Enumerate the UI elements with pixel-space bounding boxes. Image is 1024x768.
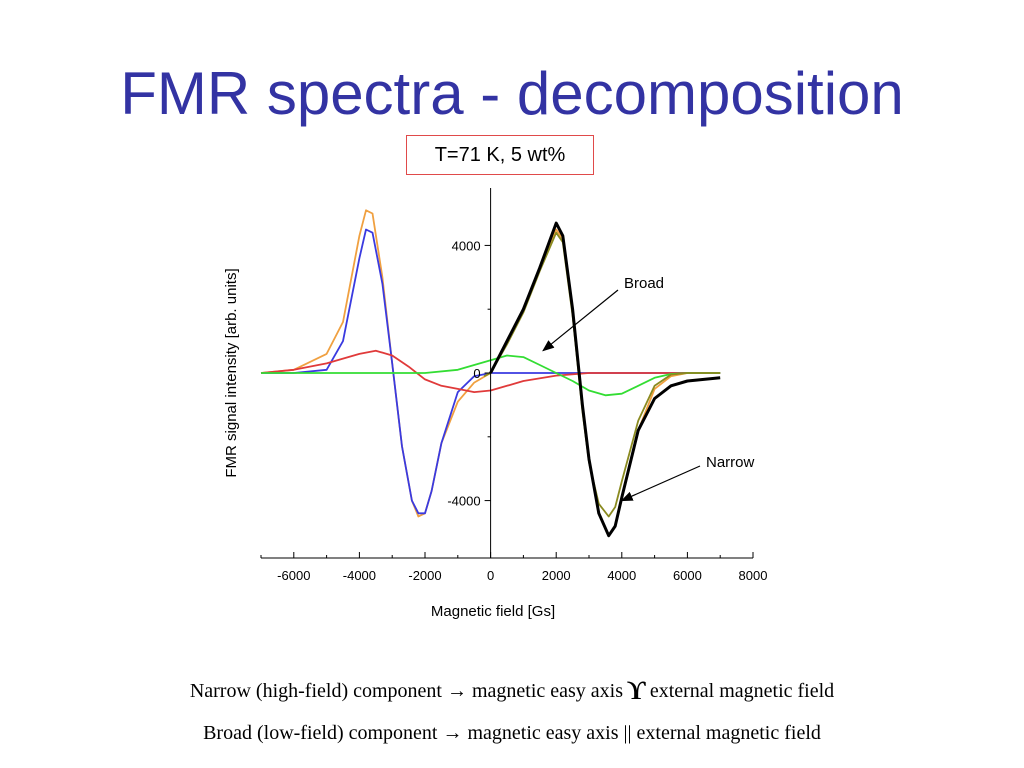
- annotation-narrow-label: Narrow: [706, 454, 755, 471]
- perpendicular-symbol: ϒ: [627, 676, 646, 705]
- x-tick-label: 2000: [542, 568, 571, 583]
- fmr-spectra-chart: -6000 -4000 -2000 0 2000 4000 6000 8000 4000 0 -40…: [223, 188, 767, 620]
- x-tick-label: 4000: [607, 568, 636, 583]
- annotation-narrow-arrow: [620, 465, 701, 502]
- slide-title: FMR spectra - decomposition: [120, 60, 904, 127]
- annotation-broad-arrow: [542, 289, 619, 352]
- x-tick-label: 0: [487, 568, 494, 583]
- x-tick-label: 6000: [673, 568, 702, 583]
- caption-narrow-text: Narrow (high-field) component → magnetic…: [189, 680, 624, 702]
- y-tick-label: -4000: [447, 494, 480, 509]
- x-tick-label: -6000: [277, 568, 310, 583]
- series-line-2: [260, 349, 721, 393]
- series-line-5: [489, 221, 721, 538]
- caption-narrow-text-end: external magnetic field: [649, 680, 835, 702]
- annotation-broad-label: Broad: [624, 275, 664, 292]
- y-tick-label: 4000: [452, 238, 481, 253]
- caption-broad: Broad (low-field) component → magnetic e…: [203, 722, 821, 744]
- chart-axes: -6000 -4000 -2000 0 2000 4000 6000 8000 4000 0 -40…: [223, 188, 767, 620]
- caption-narrow: Narrow (high-field) component → magnetic…: [0, 676, 1024, 706]
- series-line-3: [261, 354, 721, 397]
- x-tick-label: 8000: [739, 568, 768, 583]
- condition-label: T=71 K, 5 wt%: [406, 135, 594, 175]
- x-axis-label: Magnetic field [Gs]: [431, 603, 555, 620]
- x-tick-label: -2000: [408, 568, 441, 583]
- chart-curves: [260, 209, 721, 538]
- y-axis-label: FMR signal intensity [arb. units]: [223, 268, 240, 477]
- y-tick-label: 0: [473, 366, 480, 381]
- chart-annotations: Broad Narrow: [542, 275, 755, 502]
- x-tick-label: -4000: [343, 568, 376, 583]
- series-line-4: [483, 231, 721, 518]
- series-line-1: [261, 228, 721, 515]
